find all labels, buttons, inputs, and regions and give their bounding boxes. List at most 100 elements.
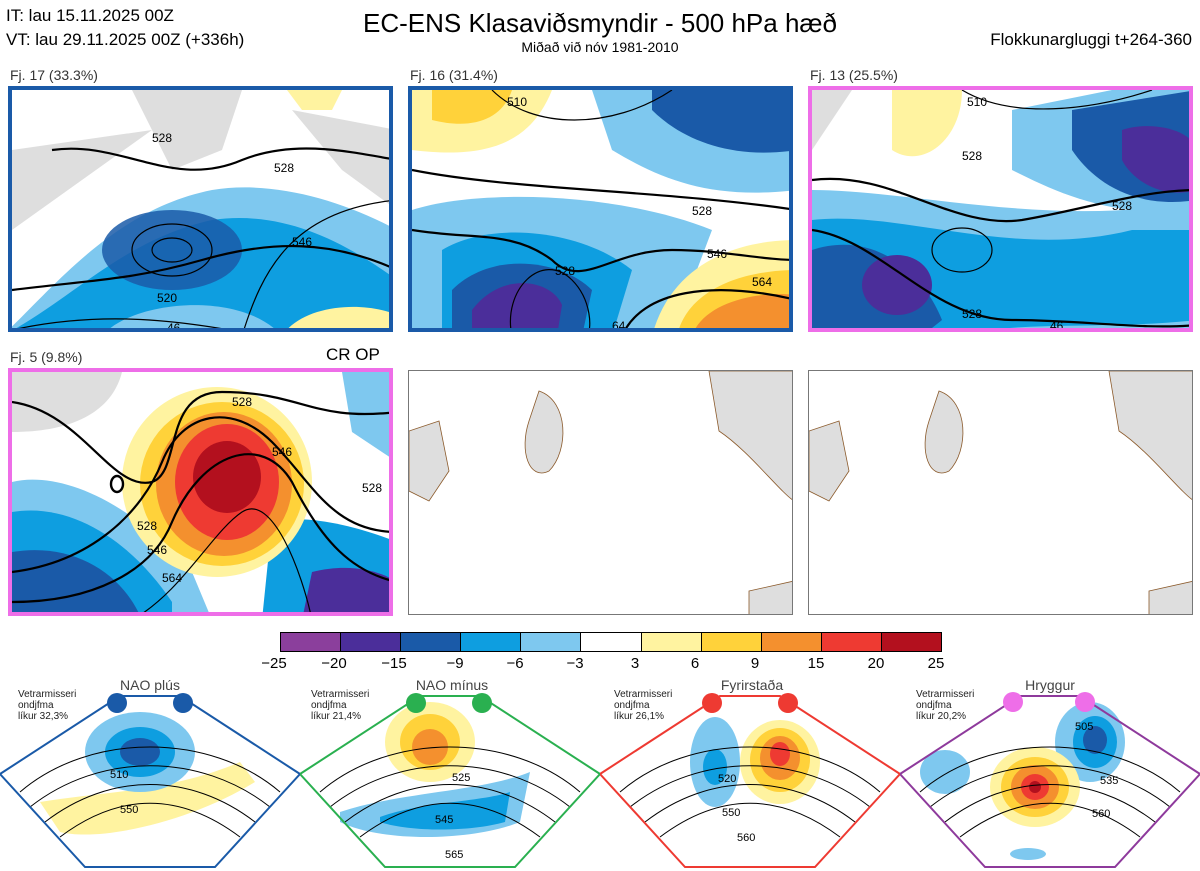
colorbar-swatch — [341, 633, 402, 651]
regime-marker — [702, 693, 722, 713]
regime-marker — [406, 693, 426, 713]
colorbar-tick: −15 — [381, 655, 407, 672]
colorbar-swatch — [761, 633, 822, 651]
contour-label: 528 — [362, 481, 382, 495]
empty-map-graphic-2 — [809, 371, 1192, 614]
colorbar-tick: −25 — [261, 655, 287, 672]
regime-contour-label: 550 — [120, 804, 138, 816]
valid-time: VT: lau 29.11.2025 00Z (+336h) — [6, 30, 245, 49]
map-graphic-4: 528 546 528 528 546 564 — [12, 372, 389, 612]
contour-label: 528 — [137, 519, 157, 533]
colorbar-swatch — [281, 633, 342, 651]
initial-time: IT: lau 15.11.2025 00Z — [6, 6, 174, 25]
regime-contour-label: 565 — [445, 849, 463, 861]
contour-label: 528 — [232, 395, 252, 409]
regime-marker — [1075, 692, 1095, 712]
empty-map-graphic-1 — [409, 371, 792, 614]
map-graphic-2: 510 528 546 564 528 64 — [412, 90, 789, 332]
cluster-map-4: 528 546 528 528 546 564 — [8, 368, 393, 616]
map-graphic-3: 510 528 528 528 46 — [812, 90, 1189, 332]
contour-label: 546 — [272, 445, 292, 459]
colorbar-tick: 9 — [750, 655, 760, 672]
colorbar — [280, 632, 942, 652]
regime-map-nao-minus: 525 545 565 — [300, 695, 600, 868]
regime-marker — [1003, 692, 1023, 712]
cluster-map-3: 510 528 528 528 46 — [808, 86, 1193, 332]
panel-label-3: Fj. 13 (25.5%) — [810, 67, 898, 83]
colorbar-swatch — [581, 633, 642, 651]
panel-label-1: Fj. 17 (33.3%) — [10, 67, 98, 83]
colorbar-swatch — [641, 633, 702, 651]
header-times: IT: lau 15.11.2025 00Z VT: lau 29.11.202… — [6, 4, 244, 52]
panel-label-2: Fj. 16 (31.4%) — [410, 67, 498, 83]
regime-contour-label: 505 — [1075, 721, 1093, 733]
colorbar-swatch — [881, 633, 942, 651]
page-subtitle: Miðað við nóv 1981-2010 — [521, 39, 679, 55]
contour-label: 546 — [147, 543, 167, 557]
colorbar-tick: −3 — [566, 655, 584, 672]
panel-label-4: Fj. 5 (9.8%) — [10, 349, 83, 365]
regime-contour-label: 560 — [1092, 808, 1110, 820]
regime-note-3: Vetrarmisseri ondjfma líkur 26,1% — [614, 689, 673, 722]
regime-marker — [778, 693, 798, 713]
colorbar-swatch — [401, 633, 462, 651]
contour-label: 528 — [962, 307, 982, 321]
regime-map-nao-plus: 510 550 — [0, 695, 300, 868]
contour-label: 528 — [692, 204, 712, 218]
contour-label: 546 — [707, 247, 727, 261]
colorbar-tick: 3 — [630, 655, 640, 672]
regime-note-4: Vetrarmisseri ondjfma líkur 20,2% — [916, 689, 975, 722]
regime-contour-label: 510 — [110, 769, 128, 781]
regime-title-ridge: Hryggur — [1025, 677, 1075, 693]
colorbar-tick: −9 — [446, 655, 464, 672]
regime-map-ridge: 505 535 560 — [900, 695, 1200, 868]
colorbar-tick: 20 — [867, 655, 885, 672]
colorbar-tick: 15 — [807, 655, 825, 672]
cluster-map-2: 510 528 546 564 528 64 — [408, 86, 793, 332]
regime-contour-label: 550 — [722, 807, 740, 819]
regime-map-blocking: 520 550 560 — [600, 695, 900, 868]
colorbar-tick: −6 — [506, 655, 524, 672]
regime-title-blocking: Fyrirstaða — [720, 677, 784, 693]
contour-label: 528 — [274, 161, 294, 175]
regime-contour-label: 535 — [1100, 775, 1118, 787]
cluster-map-1: 528 528 546 520 46 — [8, 86, 393, 332]
contour-label: 528 — [962, 149, 982, 163]
regime-contour-label: 520 — [718, 773, 736, 785]
colorbar-swatch — [521, 633, 582, 651]
regime-marker — [472, 693, 492, 713]
map-graphic-1: 528 528 546 520 46 — [12, 90, 389, 332]
colorbar-tick: 25 — [927, 655, 945, 672]
regime-marker — [107, 693, 127, 713]
regime-title-nao-minus: NAO mínus — [415, 677, 489, 693]
regime-contour-label: 560 — [737, 832, 755, 844]
contour-label: 546 — [292, 235, 312, 249]
regime-title-nao-plus: NAO plús — [120, 677, 180, 693]
contour-label: 46 — [167, 321, 181, 332]
page-title: EC-ENS Klasaviðsmyndir - 500 hPa hæð — [363, 8, 837, 38]
contour-label: 528 — [555, 264, 575, 278]
classification-window: Flokkunargluggi t+264-360 — [990, 30, 1192, 49]
regime-contour-label: 525 — [452, 772, 470, 784]
empty-map-1 — [408, 370, 793, 615]
contour-label: 46 — [1050, 319, 1064, 332]
regime-note-2: Vetrarmisseri ondjfma líkur 21,4% — [311, 689, 370, 722]
regime-marker — [173, 693, 193, 713]
contour-label: 520 — [157, 291, 177, 305]
regime-contour-label: 545 — [435, 814, 453, 826]
colorbar-tick: −20 — [321, 655, 347, 672]
regime-note-1: Vetrarmisseri ondjfma líkur 32,3% — [18, 689, 77, 722]
contour-label: 510 — [507, 95, 527, 109]
colorbar-swatch — [461, 633, 522, 651]
colorbar-swatch — [821, 633, 882, 651]
empty-map-2 — [808, 370, 1193, 615]
colorbar-swatch — [701, 633, 762, 651]
contour-label: 528 — [152, 131, 172, 145]
contour-label: 510 — [967, 95, 987, 109]
contour-label: 564 — [752, 275, 772, 289]
colorbar-tick: 6 — [690, 655, 700, 672]
contour-label: 64 — [612, 319, 626, 332]
contour-label: 564 — [162, 571, 182, 585]
cr-op-label: CR OP — [326, 345, 380, 364]
contour-label: 528 — [1112, 199, 1132, 213]
